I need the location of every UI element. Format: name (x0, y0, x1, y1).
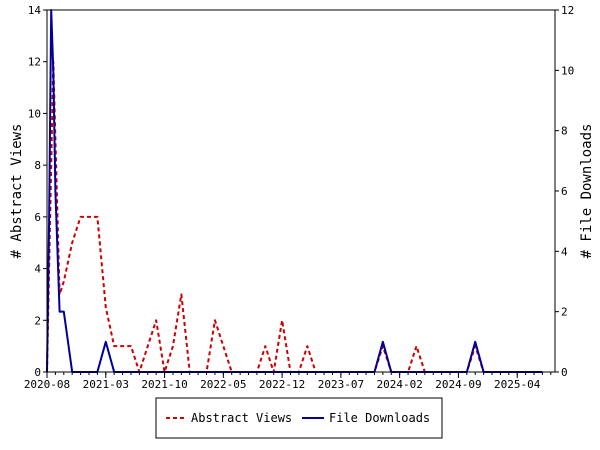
y-left-tick-label: 0 (34, 366, 41, 379)
y-left-tick-label: 10 (28, 107, 41, 120)
x-tick-label: 2024-09 (435, 378, 481, 391)
y-right-tick-label: 6 (561, 185, 568, 198)
y-right-tick-label: 8 (561, 125, 568, 138)
y-left-tick-label: 8 (34, 159, 41, 172)
legend-label-file-downloads: File Downloads (329, 411, 430, 425)
series-line-abstract-views (46, 60, 543, 373)
x-tick-label: 2022-05 (200, 378, 246, 391)
y-left-tick-label: 2 (34, 314, 41, 327)
legend-box (155, 397, 443, 439)
y-left-tick-label: 4 (34, 263, 41, 276)
y-right-tick-label: 0 (561, 366, 568, 379)
legend: Abstract Views File Downloads (155, 397, 443, 439)
axis-ticks: 0 2 4 6 8 10 12 14 0 2 4 6 8 10 12 2020-08 2021-03 2021-1… (24, 4, 574, 391)
x-tick-label: 2025-04 (494, 378, 541, 391)
x-tick-label: 2020-08 (24, 378, 70, 391)
plot-frame (46, 9, 556, 373)
y-left-tick-label: 6 (34, 211, 41, 224)
x-tick-label: 2021-03 (83, 378, 129, 391)
series-line-file-downloads (46, 9, 543, 373)
x-tick-label: 2023-07 (318, 378, 364, 391)
y-left-axis-title: # Abstract Views (9, 124, 25, 259)
x-tick-label: 2021-10 (141, 378, 187, 391)
series-lines (46, 9, 543, 373)
y-left-tick-label: 14 (28, 4, 42, 17)
y-left-tick-label: 12 (28, 56, 41, 69)
y-right-tick-label: 2 (561, 306, 568, 319)
y-right-axis-title: # File Downloads (579, 124, 595, 259)
y-right-tick-label: 10 (561, 64, 574, 77)
x-tick-label: 2024-02 (376, 378, 422, 391)
x-tick-label: 2022-12 (259, 378, 305, 391)
legend-label-abstract-views: Abstract Views (191, 411, 292, 425)
y-right-tick-label: 4 (561, 245, 568, 258)
y-right-tick-label: 12 (561, 4, 574, 17)
